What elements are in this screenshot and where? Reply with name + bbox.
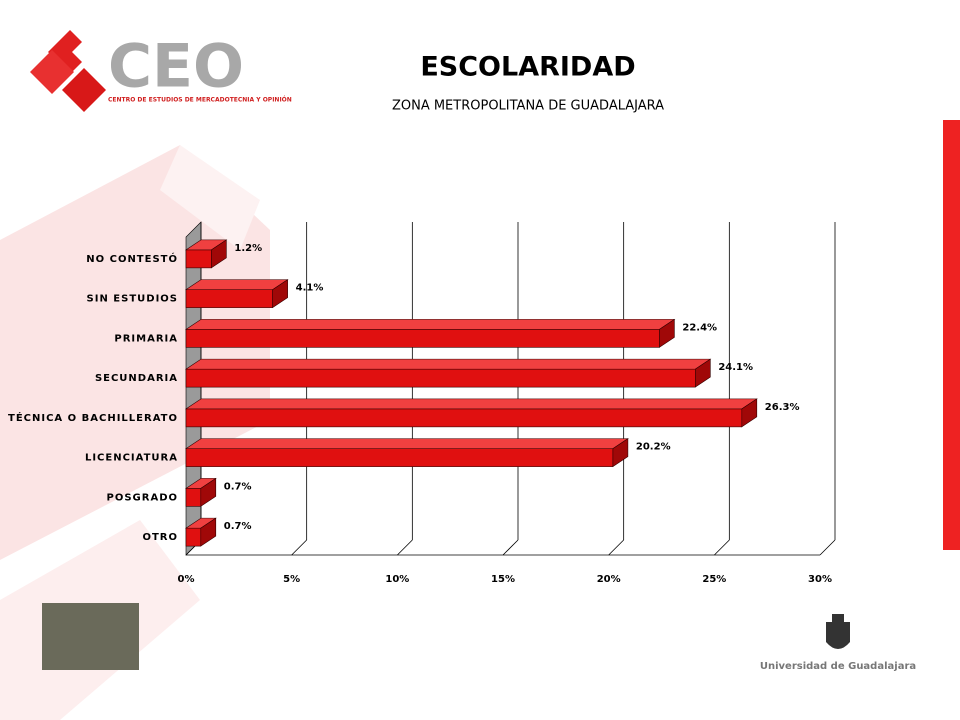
value-label: 22.4%: [682, 322, 717, 333]
bar-side: [200, 477, 217, 507]
grid-line-floor: [291, 539, 307, 556]
value-label: 4.1%: [296, 283, 324, 294]
y-tick-label: NO CONTESTÓ: [86, 252, 178, 265]
bar: [185, 368, 696, 388]
bar-side: [612, 438, 629, 468]
x-tick-label: 5%: [283, 574, 300, 585]
x-tick-label: 25%: [702, 574, 726, 585]
grid-line-floor: [714, 539, 730, 556]
grid-line-floor: [819, 539, 836, 556]
y-tick-label: OTRO: [142, 532, 178, 543]
bar: [185, 488, 202, 507]
x-tick-label: 30%: [808, 574, 832, 585]
value-label: 0.7%: [224, 521, 252, 532]
bar-top: [185, 358, 712, 370]
logo: CEO CENTRO DE ESTUDIOS DE MERCADOTECNIA …: [30, 30, 292, 112]
chart-subtitle: ZONA METROPOLITANA DE GUADALAJARA: [392, 99, 664, 114]
bar-top: [185, 319, 676, 330]
bar: [185, 289, 273, 308]
bar: [185, 527, 202, 547]
y-tick-label: POSGRADO: [107, 492, 178, 503]
photo: [42, 603, 139, 670]
x-tick-label: 15%: [491, 574, 515, 585]
value-label: 26.3%: [765, 402, 800, 413]
value-label: 0.7%: [224, 481, 252, 492]
bar-side: [741, 398, 758, 428]
side-bar: [943, 120, 960, 550]
y-tick-label: SECUNDARIA: [95, 373, 178, 384]
logo-sub: CENTRO DE ESTUDIOS DE MERCADOTECNIA Y OP…: [108, 97, 292, 104]
y-tick-label: PRIMARIA: [114, 333, 178, 344]
grid-line-floor: [397, 539, 413, 556]
bar: [185, 329, 660, 348]
value-label: 1.2%: [234, 243, 262, 254]
university-logo: Universidad de Guadalajara: [760, 614, 916, 672]
bar-top: [185, 438, 629, 449]
logo-text: CEO: [108, 32, 244, 102]
x-tick-label: 0%: [178, 574, 195, 585]
y-tick-label: SIN ESTUDIOS: [87, 294, 178, 305]
y-tick-label: LICENCIATURA: [85, 453, 178, 464]
bar-side: [659, 318, 675, 348]
bar-side: [695, 358, 711, 388]
bar-side: [272, 279, 288, 309]
bar: [185, 448, 614, 467]
x-tick-label: 20%: [597, 574, 621, 585]
grid-line-floor: [502, 539, 519, 556]
value-label: 24.1%: [718, 362, 753, 373]
bar-top: [185, 279, 289, 290]
bar: [185, 408, 743, 428]
bar-side: [211, 239, 227, 269]
bar: [185, 249, 212, 269]
bar-side: [200, 517, 217, 547]
grid-line-floor: [608, 539, 624, 556]
x-tick-label: 10%: [385, 574, 409, 585]
y-tick-label: TÉCNICA O BACHILLERATO: [8, 411, 178, 424]
bar-top: [185, 398, 758, 410]
university-name: Universidad de Guadalajara: [760, 661, 916, 672]
value-label: 20.2%: [636, 442, 671, 453]
chart-title: ESCOLARIDAD: [420, 52, 635, 83]
